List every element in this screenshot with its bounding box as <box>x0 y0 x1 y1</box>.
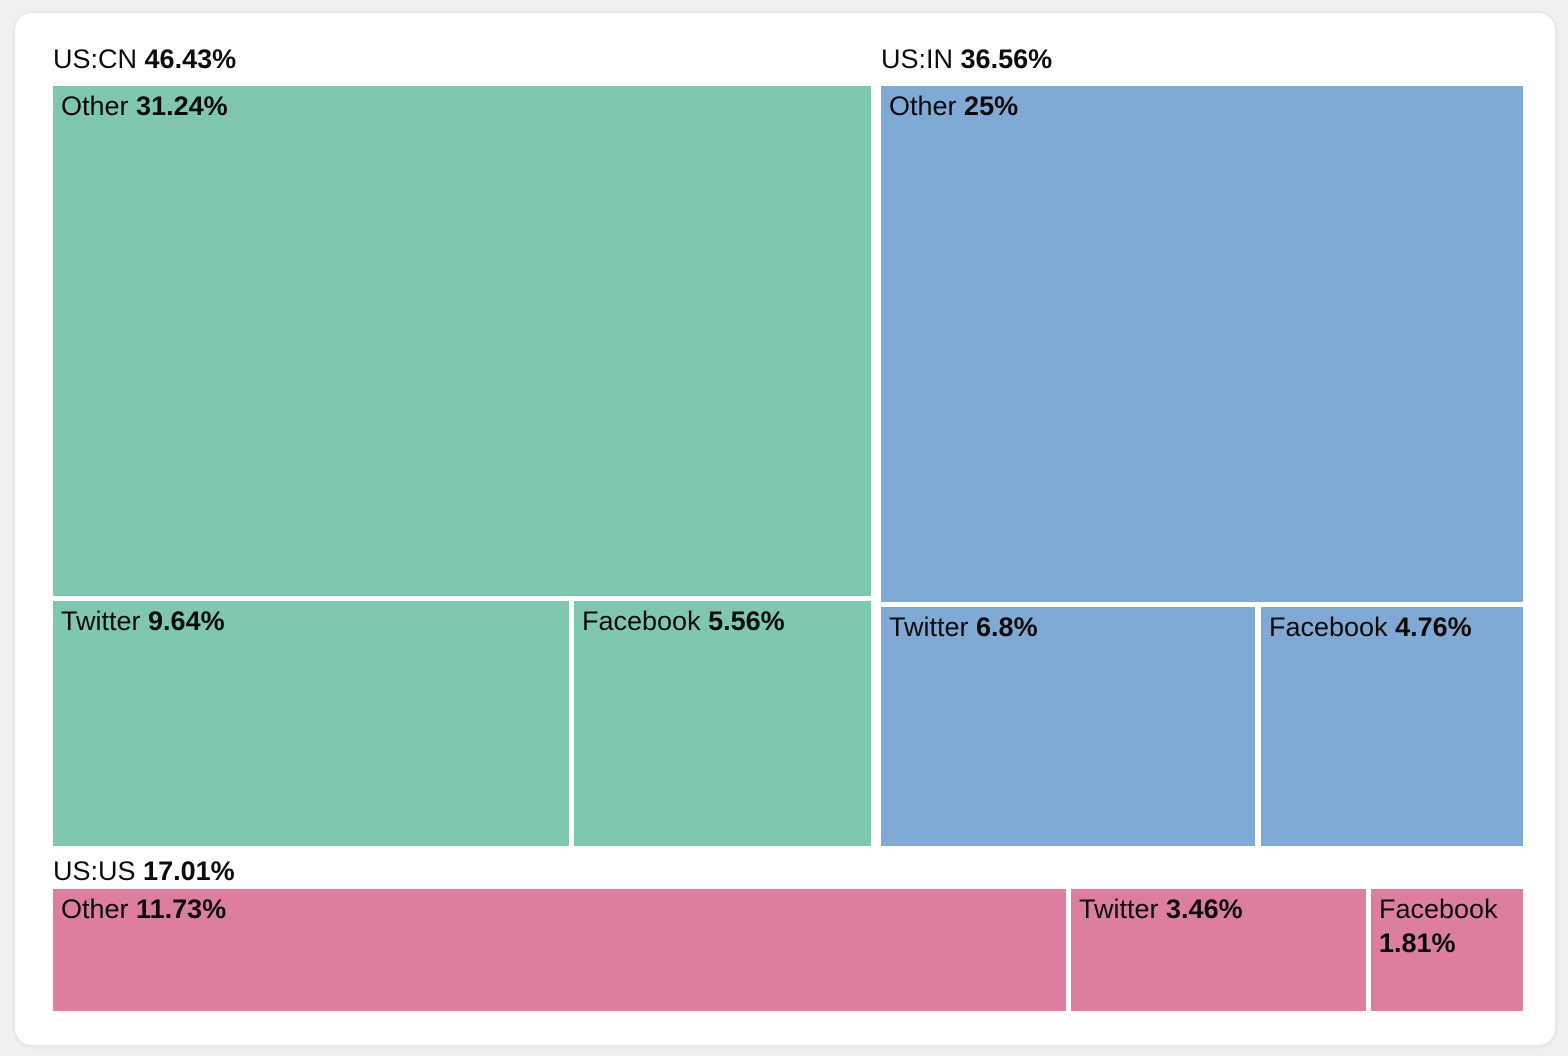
node-label: Other 31.24% <box>61 91 228 121</box>
group-percentage: 46.43% <box>144 44 237 74</box>
node-label: Other 11.73% <box>61 894 227 924</box>
treemap-node-us-in-facebook[interactable]: Facebook 4.76% <box>1261 607 1523 846</box>
treemap-chart: US:CN 46.43% Other 31.24% Twitter 9.64% … <box>15 13 1555 1045</box>
node-label: Facebook 4.76% <box>1269 612 1472 642</box>
group-label: US:IN <box>881 44 954 74</box>
treemap-node-us-in-twitter[interactable]: Twitter 6.8% <box>881 607 1255 846</box>
treemap-node-us-cn-other[interactable]: Other 31.24% <box>53 86 871 596</box>
node-label: Other 25% <box>889 91 1019 121</box>
node-label: Twitter 6.8% <box>889 612 1038 642</box>
node-label: Twitter 9.64% <box>61 606 225 636</box>
group-header-us-in: US:IN 36.56% <box>881 43 1052 76</box>
treemap-node-us-in-other[interactable]: Other 25% <box>881 86 1523 602</box>
treemap-node-us-cn-facebook[interactable]: Facebook 5.56% <box>574 601 871 846</box>
treemap-card: US:CN 46.43% Other 31.24% Twitter 9.64% … <box>14 12 1556 1046</box>
node-label: Twitter 3.46% <box>1079 894 1243 924</box>
treemap-node-us-us-facebook[interactable]: Facebook 1.81% <box>1371 889 1523 1011</box>
node-label: Facebook 5.56% <box>582 606 785 636</box>
group-percentage: 17.01% <box>143 856 235 886</box>
group-label: US:US <box>53 856 136 886</box>
node-label: Facebook 1.81% <box>1379 894 1498 958</box>
group-header-us-us: US:US 17.01% <box>53 855 235 888</box>
treemap-node-us-us-twitter[interactable]: Twitter 3.46% <box>1071 889 1366 1011</box>
treemap-node-us-us-other[interactable]: Other 11.73% <box>53 889 1066 1011</box>
group-header-us-cn: US:CN 46.43% <box>53 43 236 76</box>
group-label: US:CN <box>53 44 138 74</box>
group-percentage: 36.56% <box>960 44 1053 74</box>
treemap-node-us-cn-twitter[interactable]: Twitter 9.64% <box>53 601 569 846</box>
